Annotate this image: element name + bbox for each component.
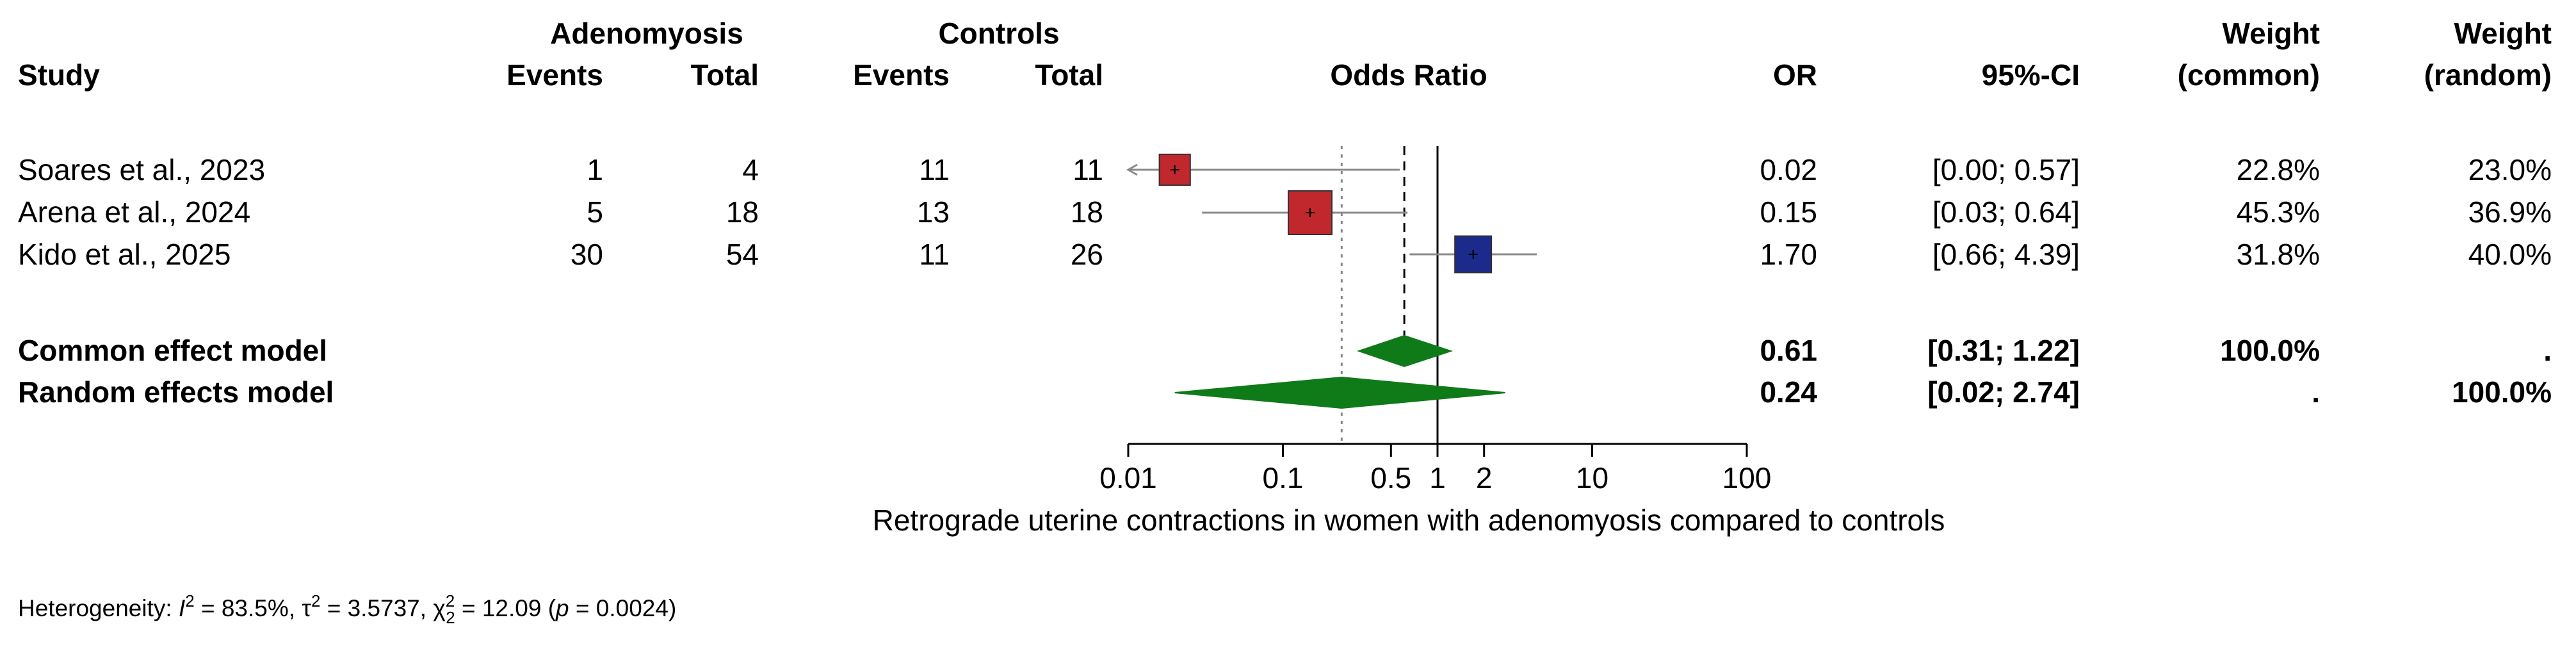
heterogeneity-text: Heterogeneity: I2 = 83.5%, τ2 = 3.5737, … <box>18 591 676 627</box>
header-group1: Adenomyosis <box>550 17 743 50</box>
model-weight-random: . <box>2543 334 2552 367</box>
header-weight-common: Weight <box>2223 17 2320 50</box>
study-total1: 18 <box>726 195 759 229</box>
model-diamond <box>1174 376 1505 409</box>
het-p-symbol: p <box>555 595 569 621</box>
model-name: Random effects model <box>18 375 334 409</box>
header-events1: Events <box>506 58 603 92</box>
header-ci: 95%-CI <box>1982 58 2080 92</box>
het-i2-sup: 2 <box>185 591 194 610</box>
header-weight-random: Weight <box>2454 17 2552 50</box>
model-or: 0.24 <box>1760 375 1817 409</box>
model-or: 0.61 <box>1760 334 1817 367</box>
x-tick-label: 2 <box>1476 461 1493 495</box>
het-prefix: Heterogeneity: <box>18 595 179 621</box>
study-events1: 30 <box>571 238 603 271</box>
het-i2-value: = 83.5%, <box>195 595 302 621</box>
study-rows: Soares et al., 2023 1 4 11 11 0.02 [0.00… <box>18 153 2552 271</box>
study-total2: 26 <box>1071 238 1103 271</box>
model-weight-common: . <box>2312 375 2320 409</box>
model-ci: [0.02; 2.74] <box>1927 375 2080 409</box>
x-tick-label: 1 <box>1429 461 1446 495</box>
header-common: (common) <box>2178 58 2320 92</box>
study-ci: [0.66; 4.39] <box>1932 238 2080 271</box>
header-random: (random) <box>2424 58 2552 92</box>
het-chi-symbol: χ <box>433 595 445 621</box>
study-total1: 4 <box>742 153 759 186</box>
header-group2: Controls <box>938 17 1059 50</box>
study-weight-common: 22.8% <box>2237 153 2320 186</box>
study-events2: 13 <box>917 195 950 229</box>
study-name: Soares et al., 2023 <box>18 153 265 186</box>
x-tick-label: 100 <box>1722 461 1772 495</box>
study-weight-random: 40.0% <box>2468 238 2552 271</box>
plot-marks: 0.01 0.1 0.5 1 2 10 100 <box>1099 146 1771 495</box>
study-ci: [0.00; 0.57] <box>1932 153 2080 186</box>
study-or: 0.02 <box>1760 153 1817 186</box>
model-diamond <box>1357 334 1454 368</box>
study-weight-common: 45.3% <box>2237 195 2320 229</box>
study-total1: 54 <box>726 238 759 271</box>
study-or: 1.70 <box>1760 238 1817 271</box>
het-i2-symbol: I <box>179 595 185 621</box>
study-total2: 11 <box>1073 153 1103 186</box>
study-or: 0.15 <box>1760 195 1817 229</box>
model-ci: [0.31; 1.22] <box>1927 334 2080 367</box>
het-p-value: = 0.0024) <box>569 595 677 621</box>
het-tau-value: = 3.5737, <box>320 595 433 621</box>
header-total1: Total <box>691 58 759 92</box>
study-events1: 5 <box>587 195 603 229</box>
het-tau-sup: 2 <box>311 591 320 610</box>
header-events2: Events <box>853 58 950 92</box>
column-headers: Adenomyosis Controls Weight Weight Study… <box>18 17 2552 92</box>
study-events2: 11 <box>919 238 950 271</box>
x-tick-label: 0.5 <box>1370 461 1411 495</box>
x-axis-label: Retrograde uterine contractions in women… <box>873 504 1945 537</box>
het-chi-value: = 12.09 ( <box>455 595 556 621</box>
model-rows: Common effect model 0.61 [0.31; 1.22] 10… <box>18 334 2552 409</box>
het-tau-symbol: τ <box>302 595 311 621</box>
model-name: Common effect model <box>18 334 327 367</box>
x-tick-label: 10 <box>1576 461 1608 495</box>
study-weight-common: 31.8% <box>2237 238 2320 271</box>
x-tick-label: 0.1 <box>1263 461 1304 495</box>
model-weight-common: 100.0% <box>2220 334 2320 367</box>
study-ci: [0.03; 0.64] <box>1932 195 2080 229</box>
header-or: OR <box>1773 58 1817 92</box>
study-ci-arrow <box>1126 163 1138 176</box>
model-weight-random: 100.0% <box>2452 375 2552 409</box>
het-chi-sup: 2 <box>446 591 455 610</box>
study-weight-random: 36.9% <box>2468 195 2552 229</box>
header-study: Study <box>18 58 100 92</box>
study-name: Kido et al., 2025 <box>18 238 231 271</box>
study-total2: 18 <box>1071 195 1103 229</box>
x-tick-label: 0.01 <box>1099 461 1157 495</box>
study-events2: 11 <box>919 153 950 186</box>
header-odds-ratio: Odds Ratio <box>1330 58 1487 92</box>
study-events1: 1 <box>587 153 603 186</box>
study-weight-random: 23.0% <box>2468 153 2552 186</box>
header-total2: Total <box>1035 58 1103 92</box>
het-chi-df: 2 <box>446 608 455 627</box>
study-name: Arena et al., 2024 <box>18 195 250 229</box>
